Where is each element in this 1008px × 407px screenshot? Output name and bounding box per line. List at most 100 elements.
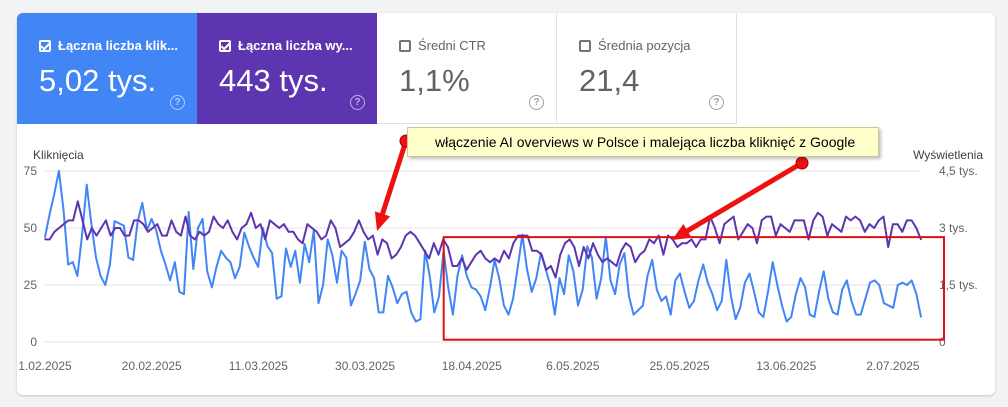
data-point [910, 219, 913, 222]
data-point [799, 277, 802, 280]
data-point [465, 275, 468, 277]
metric-card-ctr[interactable]: Średni CTR 1,1% ? [377, 13, 557, 124]
data-point [48, 238, 51, 241]
help-icon[interactable]: ? [350, 95, 365, 110]
data-point [285, 247, 287, 250]
data-point [822, 270, 825, 273]
data-point [662, 253, 665, 256]
data-point [187, 211, 190, 213]
data-point [311, 227, 313, 229]
data-point [299, 281, 301, 284]
data-point [278, 227, 281, 229]
data-point [381, 238, 384, 241]
data-point [294, 249, 297, 252]
data-point [781, 304, 783, 307]
data-point [248, 245, 250, 248]
help-icon[interactable]: ? [709, 95, 724, 110]
data-point [873, 227, 876, 229]
data-point [864, 297, 867, 300]
data-point [433, 311, 436, 314]
x-tick-label: 25.05.2025 [650, 359, 710, 373]
help-icon[interactable]: ? [529, 95, 544, 110]
data-point [634, 261, 637, 264]
metric-card-position[interactable]: Średnia pozycja 21,4 ? [557, 13, 737, 124]
data-point [586, 245, 589, 248]
y-left-tick-label: 25 [24, 278, 38, 292]
data-point [845, 215, 847, 218]
data-point [744, 281, 746, 284]
data-point [67, 219, 70, 222]
data-point [334, 227, 337, 229]
impressions-checkbox[interactable] [219, 39, 231, 52]
data-point [572, 270, 575, 273]
arrow-shaft [684, 160, 805, 234]
x-tick-label: 6.05.2025 [546, 359, 600, 373]
data-point [452, 313, 454, 316]
data-point [250, 211, 253, 214]
data-point [600, 277, 603, 280]
data-point [737, 238, 740, 241]
data-point [655, 288, 658, 291]
metric-value: 21,4 [579, 63, 640, 98]
metric-label: Średnia pozycja [598, 38, 691, 53]
data-point [391, 286, 394, 289]
help-icon[interactable]: ? [170, 95, 185, 110]
data-point [306, 223, 309, 226]
data-point [618, 263, 621, 266]
data-point [577, 304, 579, 307]
y-right-tick-label: 1,5 tys. [939, 278, 978, 292]
data-point [920, 316, 922, 318]
data-point [229, 261, 232, 264]
data-point [386, 242, 388, 245]
series-line [44, 170, 922, 323]
data-point [730, 295, 732, 298]
metric-card-clicks[interactable]: Łączna liczba klik... 5,02 tys. ? [17, 13, 197, 124]
metric-label: Średni CTR [418, 38, 486, 53]
data-point [784, 227, 786, 229]
data-point [746, 223, 749, 226]
data-point [748, 272, 751, 275]
data-point [175, 230, 178, 233]
data-point [526, 268, 528, 270]
data-point [559, 253, 562, 256]
data-point [85, 183, 88, 186]
performance-chart[interactable]: 0 25 50 75 0 1,5 tys. 3 tys. 4,5 tys. Kliknięcia… [17, 13, 995, 395]
data-point [821, 215, 824, 218]
data-point [869, 281, 871, 284]
data-point [224, 256, 227, 259]
data-point [739, 306, 742, 309]
data-point [567, 254, 570, 257]
data-point [685, 242, 688, 245]
series-line [45, 200, 922, 279]
y-left-tick-label: 75 [24, 164, 38, 178]
data-point [350, 304, 352, 307]
data-point [329, 219, 332, 222]
data-point [414, 320, 417, 323]
annotation-text: włączenie AI overviews w Polsce i maleją… [435, 134, 856, 150]
metric-label: Łączna liczba wy... [238, 38, 353, 53]
data-point [303, 243, 306, 245]
data-point [620, 249, 623, 252]
data-point [58, 170, 60, 172]
data-point [297, 238, 299, 241]
clicks-checkbox[interactable] [39, 39, 51, 52]
data-point [122, 224, 125, 227]
data-point [892, 306, 895, 309]
data-point [180, 234, 182, 237]
position-checkbox[interactable] [579, 39, 591, 52]
data-point [161, 234, 164, 237]
data-point [165, 234, 168, 237]
data-point [669, 313, 672, 316]
data-point [423, 249, 426, 252]
data-point [173, 261, 176, 264]
metric-card-impressions[interactable]: Łączna liczba wy... 443 tys. ? [197, 13, 377, 124]
data-point [340, 249, 343, 252]
data-point [414, 234, 416, 237]
highlight-box [442, 236, 945, 341]
data-point [359, 279, 362, 282]
data-point [428, 275, 431, 277]
data-point [855, 313, 857, 316]
ctr-checkbox[interactable] [399, 39, 411, 52]
data-point [373, 277, 375, 280]
data-point [697, 279, 700, 282]
